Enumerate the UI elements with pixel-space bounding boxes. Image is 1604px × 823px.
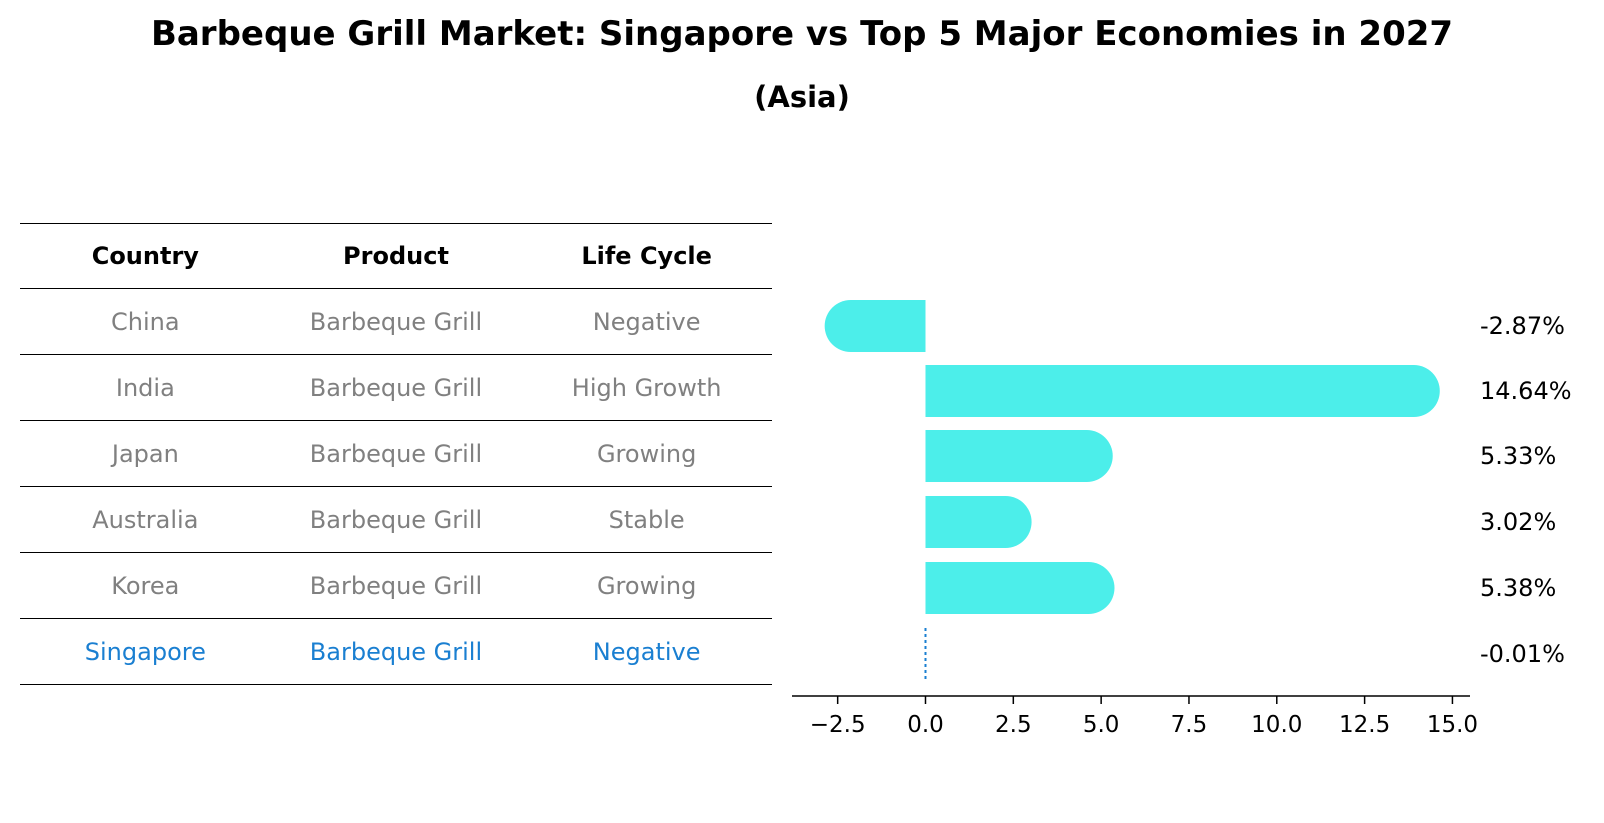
x-tick-label: 0.0 (907, 712, 944, 738)
chart-subtitle: (Asia) (754, 80, 850, 114)
x-tick-label: 15.0 (1427, 712, 1478, 738)
life-cycle-cell: Negative (592, 637, 701, 666)
value-label: 3.02% (1480, 508, 1556, 536)
table-row: Korea Barbeque Grill Growing (20, 553, 772, 619)
life-cycle-cell: Growing (596, 571, 697, 600)
country-cell: India (115, 373, 175, 402)
value-label: -0.01% (1480, 640, 1565, 668)
product-cell: Barbeque Grill (309, 505, 483, 534)
table-row: China Barbeque Grill Negative (20, 289, 772, 355)
x-tick-label: 5.0 (1083, 712, 1120, 738)
life-cycle-cell: Growing (596, 439, 697, 468)
value-label: 14.64% (1480, 377, 1572, 405)
product-cell: Barbeque Grill (309, 439, 483, 468)
x-tick-label: 12.5 (1339, 712, 1390, 738)
value-labels-group: -2.87% 14.64% 5.33% 3.02% 5.38% -0.01% (1480, 312, 1572, 668)
life-cycle-cell: High Growth (571, 373, 722, 402)
bar-japan (925, 430, 1113, 482)
bar-korea (925, 562, 1115, 614)
country-cell: China (111, 307, 180, 336)
bar-india (925, 365, 1440, 417)
bars-group (824, 300, 1440, 680)
country-cell: Japan (111, 439, 179, 468)
product-cell: Barbeque Grill (309, 307, 483, 336)
value-label: -2.87% (1480, 312, 1565, 340)
country-cell: Australia (92, 505, 199, 534)
x-tick-label: 2.5 (995, 712, 1032, 738)
table-row: Australia Barbeque Grill Stable (20, 487, 772, 553)
bar-australia (925, 496, 1032, 548)
x-tick-label: −2.5 (810, 712, 866, 738)
chart-title: Barbeque Grill Market: Singapore vs Top … (150, 14, 1454, 54)
bar-china (824, 300, 926, 352)
country-table: Country Product Life Cycle China Barbequ… (20, 223, 772, 685)
header-country: Country (91, 242, 199, 270)
value-label: 5.38% (1480, 574, 1556, 602)
product-cell: Barbeque Grill (309, 637, 483, 666)
table-row: India Barbeque Grill High Growth (20, 355, 772, 421)
life-cycle-cell: Stable (608, 505, 685, 534)
table-header-row: Country Product Life Cycle (20, 223, 772, 289)
x-tick-label: 7.5 (1171, 712, 1208, 738)
country-cell: Singapore (84, 637, 206, 666)
table-row-highlighted: Singapore Barbeque Grill Negative (20, 619, 772, 685)
x-axis: −2.5 0.0 2.5 5.0 7.5 10.0 12.5 15.0 (792, 695, 1478, 738)
x-tick-label: 10.0 (1251, 712, 1302, 738)
header-life-cycle: Life Cycle (581, 242, 712, 270)
life-cycle-cell: Negative (592, 307, 701, 336)
table-row: Japan Barbeque Grill Growing (20, 421, 772, 487)
value-label: 5.33% (1480, 442, 1556, 470)
header-product: Product (343, 242, 449, 270)
product-cell: Barbeque Grill (309, 571, 483, 600)
country-cell: Korea (111, 571, 180, 600)
product-cell: Barbeque Grill (309, 373, 483, 402)
